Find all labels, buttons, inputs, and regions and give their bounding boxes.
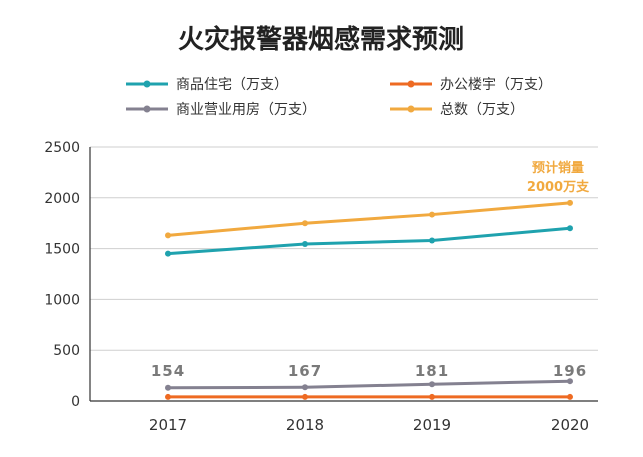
point-office-2017 [165,393,171,400]
y-tick-label-2000: 2000 [44,191,80,207]
point-total-2020 [567,199,573,206]
point-total-2019 [429,211,435,218]
annotation-line1: 预计销量 [532,160,584,176]
series-line-residential [166,226,572,256]
legend-marker-residential [143,80,151,88]
y-tick-label-2500: 2500 [44,140,80,156]
legend-label-total: 总数（万支） [440,102,524,118]
point-residential-2018 [302,241,308,248]
y-tick-label-1500: 1500 [44,242,80,258]
point-commercial-2017 [165,384,171,391]
point-commercial-2019 [429,381,435,388]
legend-label-office: 办公楼宇（万支） [440,77,552,93]
series-line-commercial [166,379,572,390]
legend-marker-commercial [143,105,151,113]
point-total-2017 [165,232,171,239]
annotation-line2: 2000万支 [527,179,590,195]
chart-title: 火灾报警器烟感需求预测 [178,24,464,55]
point-office-2018 [302,393,308,400]
data-label-2018: 167 [288,362,322,380]
legend-marker-total [407,105,415,113]
y-tick-label-500: 500 [53,343,80,359]
y-tick-label-0: 0 [71,394,80,410]
legend-marker-office [407,80,415,88]
series-layer [165,199,573,400]
data-label-2017: 154 [151,362,185,380]
x-tick-label-2018: 2018 [286,416,324,434]
point-commercial-2020 [567,378,573,385]
legend: 商品住宅（万支） 办公楼宇（万支） 商业营业用房（万支） 总数（万支） [126,77,552,118]
x-tick-label-2017: 2017 [149,416,187,434]
gridlines [90,146,598,351]
point-commercial-2018 [302,384,308,391]
point-residential-2020 [567,225,573,232]
point-office-2020 [567,393,573,400]
series-line-total [166,201,572,237]
point-office-2019 [429,393,435,400]
axes: 0 500 1000 1500 2000 2500 2017 2018 2019 2020 [44,140,598,434]
data-labels: 154 167 181 196 [151,362,587,380]
data-label-2020: 196 [553,362,587,380]
point-total-2018 [302,220,308,227]
legend-label-commercial: 商业营业用房（万支） [176,102,316,118]
y-tick-label-1000: 1000 [44,292,80,308]
data-label-2019: 181 [415,362,449,380]
x-tick-label-2019: 2019 [413,416,451,434]
x-tick-label-2020: 2020 [551,416,589,434]
legend-label-residential: 商品住宅（万支） [176,77,288,93]
point-residential-2019 [429,237,435,244]
point-residential-2017 [165,250,171,257]
